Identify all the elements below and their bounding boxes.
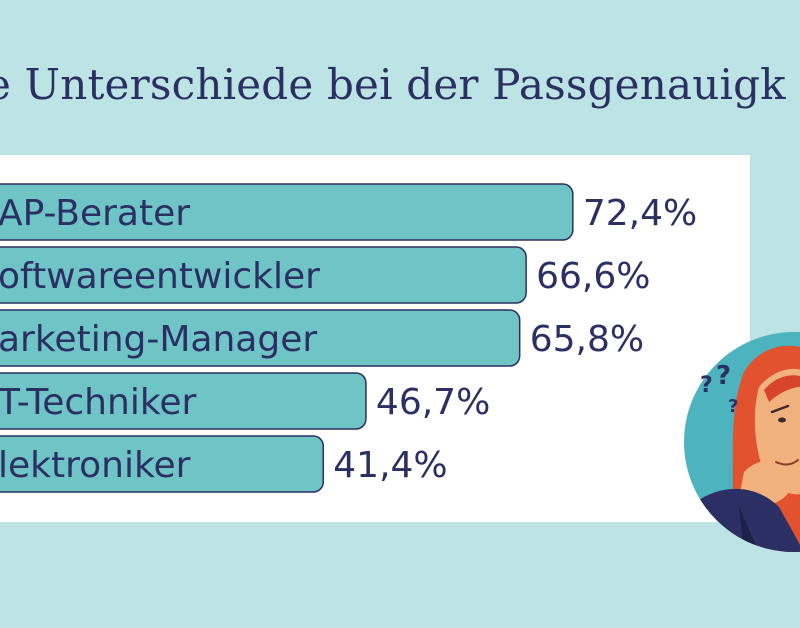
chart-panel: AP-Berater 72,4% oftwareentwickler 66,6% ark… [0, 155, 750, 522]
bar-group: AP-Berater 72,4% [0, 183, 697, 241]
bar-category-label: arketing-Manager [0, 319, 317, 360]
question-mark-icon: ? [716, 361, 731, 391]
bar-value-label: 46,7% [376, 382, 490, 423]
bar-group: oftwareentwickler 66,6% [0, 246, 651, 304]
bar [0, 183, 574, 241]
bar-group: T-Techniker 46,7% [0, 372, 490, 430]
bar-group: arketing-Manager 65,8% [0, 309, 644, 367]
bar-value-label: 65,8% [530, 319, 644, 360]
bar-category-label: AP-Berater [0, 193, 190, 234]
thinking-woman-illustration: ? ? ? [684, 332, 800, 552]
question-mark-icon: ? [700, 373, 713, 398]
bar [0, 246, 527, 304]
bar [0, 435, 325, 493]
eye-shape [778, 417, 786, 423]
bar-category-label: lektroniker [0, 445, 191, 486]
bar [0, 309, 521, 367]
bar-category-label: oftwareentwickler [0, 256, 320, 297]
bar-group: lektroniker 41,4% [0, 435, 448, 493]
bar-value-label: 66,6% [536, 256, 650, 297]
bar-value-label: 41,4% [333, 445, 447, 486]
bar-value-label: 72,4% [583, 193, 697, 234]
question-mark-icon: ? [728, 396, 738, 417]
bar-chart: AP-Berater 72,4% oftwareentwickler 66,6% ark… [0, 183, 697, 493]
face-shape [754, 368, 800, 495]
bar [0, 372, 367, 430]
bar-category-label: T-Techniker [0, 382, 197, 423]
chart-title: e Unterschiede bei der Passgenauigk [0, 60, 786, 109]
